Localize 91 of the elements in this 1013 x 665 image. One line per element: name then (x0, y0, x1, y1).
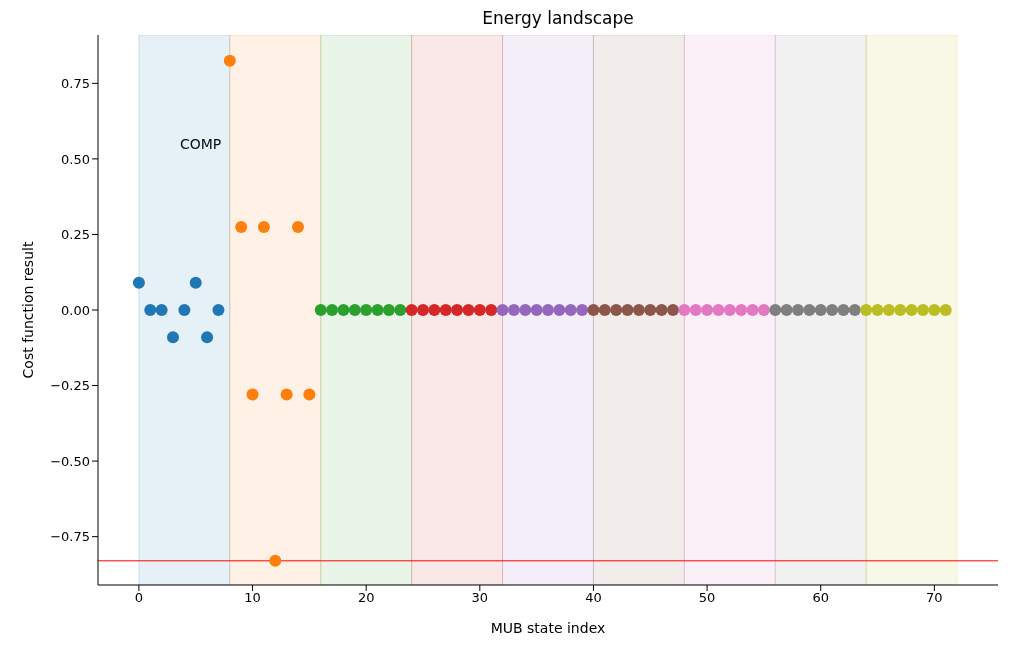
point (201, 331, 214, 344)
point (746, 304, 759, 316)
point (417, 304, 429, 316)
x-tick-label: 60 (812, 590, 829, 606)
x-tick-label: 40 (585, 590, 602, 606)
point (610, 304, 623, 316)
x-tick-label: 10 (244, 590, 261, 606)
point (598, 304, 611, 316)
point (337, 304, 350, 316)
chart-title: Energy landscape (481, 8, 635, 30)
y-tick-label: 0.25 (61, 227, 90, 243)
point (757, 304, 770, 316)
point (689, 304, 702, 316)
point (587, 304, 600, 316)
point (269, 554, 282, 567)
point (769, 304, 782, 316)
point (212, 304, 225, 316)
point (621, 304, 634, 316)
point (394, 304, 407, 316)
point (473, 304, 486, 316)
point (723, 304, 736, 316)
point (292, 220, 304, 233)
point (576, 304, 589, 316)
point (223, 54, 236, 67)
point (905, 304, 918, 316)
point (462, 304, 475, 316)
point (542, 304, 554, 316)
point (939, 304, 952, 316)
point (314, 304, 327, 316)
point (178, 304, 191, 316)
point (860, 304, 873, 316)
y-tick-label: 0.50 (61, 151, 90, 167)
point (519, 304, 532, 316)
point (507, 304, 520, 316)
point (451, 304, 464, 316)
point (712, 304, 725, 316)
point (382, 304, 395, 316)
point (496, 304, 509, 316)
point (701, 304, 714, 316)
x-tick-label: 0 (134, 590, 144, 606)
point (530, 304, 543, 316)
annotation: COMP (180, 136, 222, 152)
point (644, 304, 657, 316)
point (667, 304, 679, 316)
point (678, 304, 691, 316)
y-tick-label: −0.75 (50, 529, 90, 545)
point (167, 331, 179, 344)
point (928, 304, 941, 316)
point (848, 304, 861, 316)
point (882, 304, 895, 316)
point (428, 304, 441, 316)
point (894, 304, 907, 316)
point (792, 304, 804, 316)
point (837, 304, 850, 316)
point (246, 388, 259, 401)
point (326, 304, 339, 316)
y-tick-label: 0.75 (61, 75, 90, 91)
point (632, 304, 645, 316)
point (655, 304, 668, 316)
point (371, 304, 384, 316)
point (280, 388, 293, 401)
x-tick-label: 70 (926, 590, 943, 606)
y-tick-label: −0.25 (50, 378, 90, 394)
point (132, 276, 145, 289)
point (814, 304, 827, 316)
point (735, 304, 748, 316)
point (917, 304, 929, 316)
point (553, 304, 566, 316)
point (485, 304, 498, 316)
point (303, 388, 316, 401)
point (348, 304, 361, 316)
x-tick-label: 50 (698, 590, 716, 606)
point (235, 220, 248, 233)
point (564, 304, 577, 316)
y-tick-label: 0.00 (61, 302, 90, 318)
point (360, 304, 373, 316)
point (155, 304, 168, 316)
x-tick-label: 30 (471, 590, 489, 606)
point (439, 304, 452, 316)
point (144, 304, 157, 316)
point (780, 304, 793, 316)
point (826, 304, 839, 316)
y-axis-title: Cost function result (19, 241, 36, 379)
point (405, 304, 418, 316)
x-axis-title: MUB state index (490, 620, 606, 636)
point (257, 220, 270, 233)
x-tick-label: 20 (357, 590, 375, 606)
y-tick-label: −0.50 (50, 453, 90, 469)
point (871, 304, 884, 316)
point (189, 276, 202, 289)
point (803, 304, 816, 316)
